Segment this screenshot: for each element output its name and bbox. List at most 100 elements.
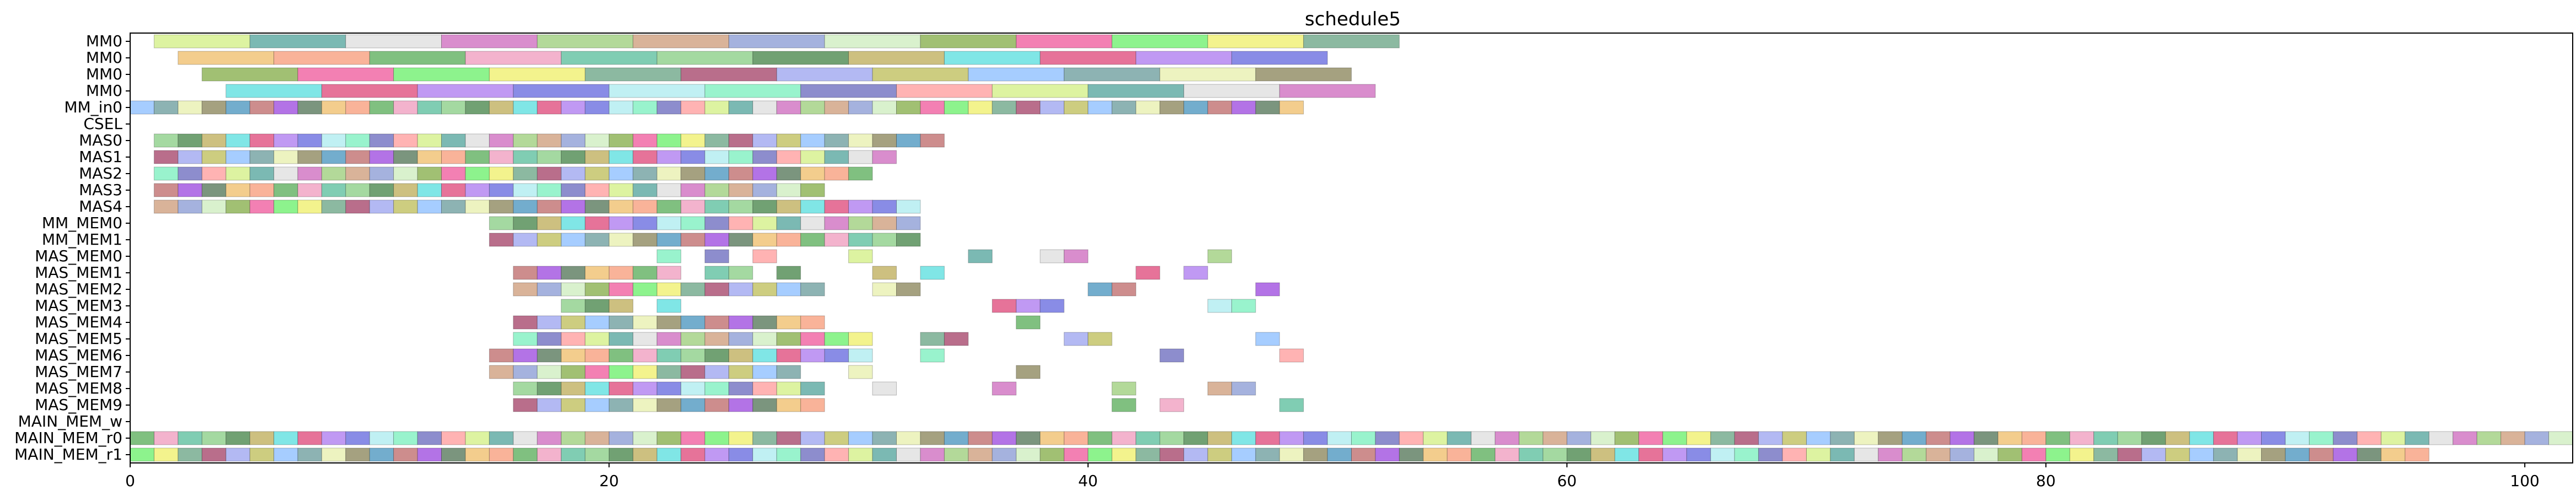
task-bar	[2189, 448, 2214, 462]
task-bar	[537, 216, 562, 230]
task-bar	[1159, 348, 1185, 363]
task-bar	[585, 100, 609, 115]
task-bar	[1495, 448, 1519, 462]
task-bar	[465, 431, 490, 445]
task-bar	[872, 448, 897, 462]
task-bar	[608, 84, 705, 98]
task-bar	[681, 398, 705, 412]
task-bar	[872, 381, 897, 396]
task-bar	[681, 431, 705, 445]
task-bar	[1973, 431, 1999, 445]
task-bar	[752, 233, 777, 247]
x-tick-label: 80	[2036, 472, 2056, 490]
task-bar	[465, 150, 490, 164]
task-bar	[704, 84, 801, 98]
task-bar	[1159, 67, 1256, 82]
task-bar	[608, 398, 634, 412]
task-bar	[776, 200, 801, 214]
task-bar	[274, 183, 298, 197]
task-bar	[896, 100, 921, 115]
task-bar	[1758, 448, 1783, 462]
task-bar	[274, 150, 298, 164]
task-bar	[2357, 431, 2382, 445]
task-bar	[513, 200, 538, 214]
task-bar	[274, 133, 298, 148]
task-bar	[249, 34, 346, 48]
task-bar	[1830, 448, 1855, 462]
task-bar	[704, 431, 730, 445]
task-bar	[585, 431, 609, 445]
task-bar	[274, 100, 298, 115]
task-bar	[848, 100, 873, 115]
task-bar	[1111, 431, 1137, 445]
task-bar	[1136, 266, 1160, 280]
task-bar	[1016, 431, 1041, 445]
task-bar	[776, 183, 801, 197]
task-bar	[489, 348, 514, 363]
task-bar	[2357, 448, 2382, 462]
task-bar	[2333, 448, 2358, 462]
task-bar	[2476, 431, 2502, 445]
task-bar	[824, 431, 849, 445]
y-tick-label: MAIN_MEM_w	[18, 412, 122, 430]
task-bar	[896, 431, 921, 445]
task-bar	[585, 299, 609, 313]
task-bar	[920, 348, 945, 363]
task-bar	[249, 166, 275, 181]
task-bar	[1543, 448, 1567, 462]
task-bar	[776, 133, 801, 148]
task-bar	[752, 183, 777, 197]
y-tick-label: MAS_MEM3	[35, 296, 122, 315]
task-bar	[441, 150, 466, 164]
task-bar	[537, 315, 562, 330]
task-bar	[2213, 431, 2238, 445]
task-bar	[2237, 431, 2262, 445]
task-bar	[633, 282, 657, 296]
task-bar	[226, 183, 250, 197]
task-bar	[704, 216, 730, 230]
task-bar	[752, 398, 777, 412]
task-bar	[608, 282, 634, 296]
task-bar	[729, 166, 753, 181]
task-bar	[1854, 448, 1879, 462]
task-bar	[1111, 34, 1208, 48]
task-bar	[153, 166, 179, 181]
task-bar	[800, 431, 825, 445]
task-bar	[800, 282, 825, 296]
task-bar	[608, 100, 634, 115]
task-bar	[776, 448, 801, 462]
task-bar	[1231, 448, 1256, 462]
task-bar	[704, 266, 730, 280]
task-bar	[226, 200, 250, 214]
task-bar	[729, 200, 753, 214]
task-bar	[968, 249, 993, 263]
task-bar	[800, 348, 825, 363]
task-bar	[393, 100, 418, 115]
task-bar	[321, 431, 346, 445]
task-bar	[920, 431, 945, 445]
task-bar	[585, 448, 609, 462]
task-bar	[752, 51, 849, 65]
task-bar	[608, 133, 634, 148]
task-bar	[201, 183, 227, 197]
task-bar	[393, 200, 418, 214]
task-bar	[848, 365, 873, 379]
task-bar	[585, 282, 609, 296]
task-bar	[561, 431, 586, 445]
task-bar	[656, 431, 682, 445]
task-bar	[537, 431, 562, 445]
task-bar	[1303, 34, 1400, 48]
task-bar	[1016, 100, 1041, 115]
task-bar	[1231, 51, 1328, 65]
task-bar	[776, 431, 801, 445]
task-bar	[1255, 100, 1280, 115]
task-bar	[776, 100, 801, 115]
task-bar	[1040, 249, 1064, 263]
task-bar	[633, 365, 657, 379]
task-bar	[968, 100, 993, 115]
task-bar	[752, 431, 777, 445]
task-bar	[681, 100, 705, 115]
task-bar	[1518, 431, 1544, 445]
task-bar	[2381, 431, 2406, 445]
task-bar	[656, 282, 682, 296]
